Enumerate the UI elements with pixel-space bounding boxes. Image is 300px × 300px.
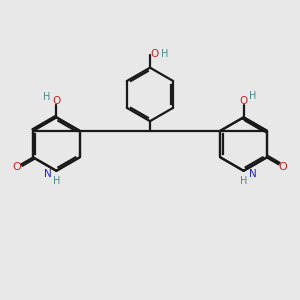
- Text: N: N: [249, 169, 256, 179]
- Text: N: N: [44, 169, 51, 179]
- Text: H: H: [161, 49, 169, 59]
- Text: O: O: [52, 96, 61, 106]
- Text: H: H: [53, 176, 60, 186]
- Text: H: H: [249, 92, 257, 101]
- Text: H: H: [43, 92, 51, 101]
- Text: O: O: [239, 96, 248, 106]
- Text: O: O: [279, 162, 287, 172]
- Text: H: H: [240, 176, 247, 186]
- Text: O: O: [13, 162, 21, 172]
- Text: O: O: [151, 49, 159, 59]
